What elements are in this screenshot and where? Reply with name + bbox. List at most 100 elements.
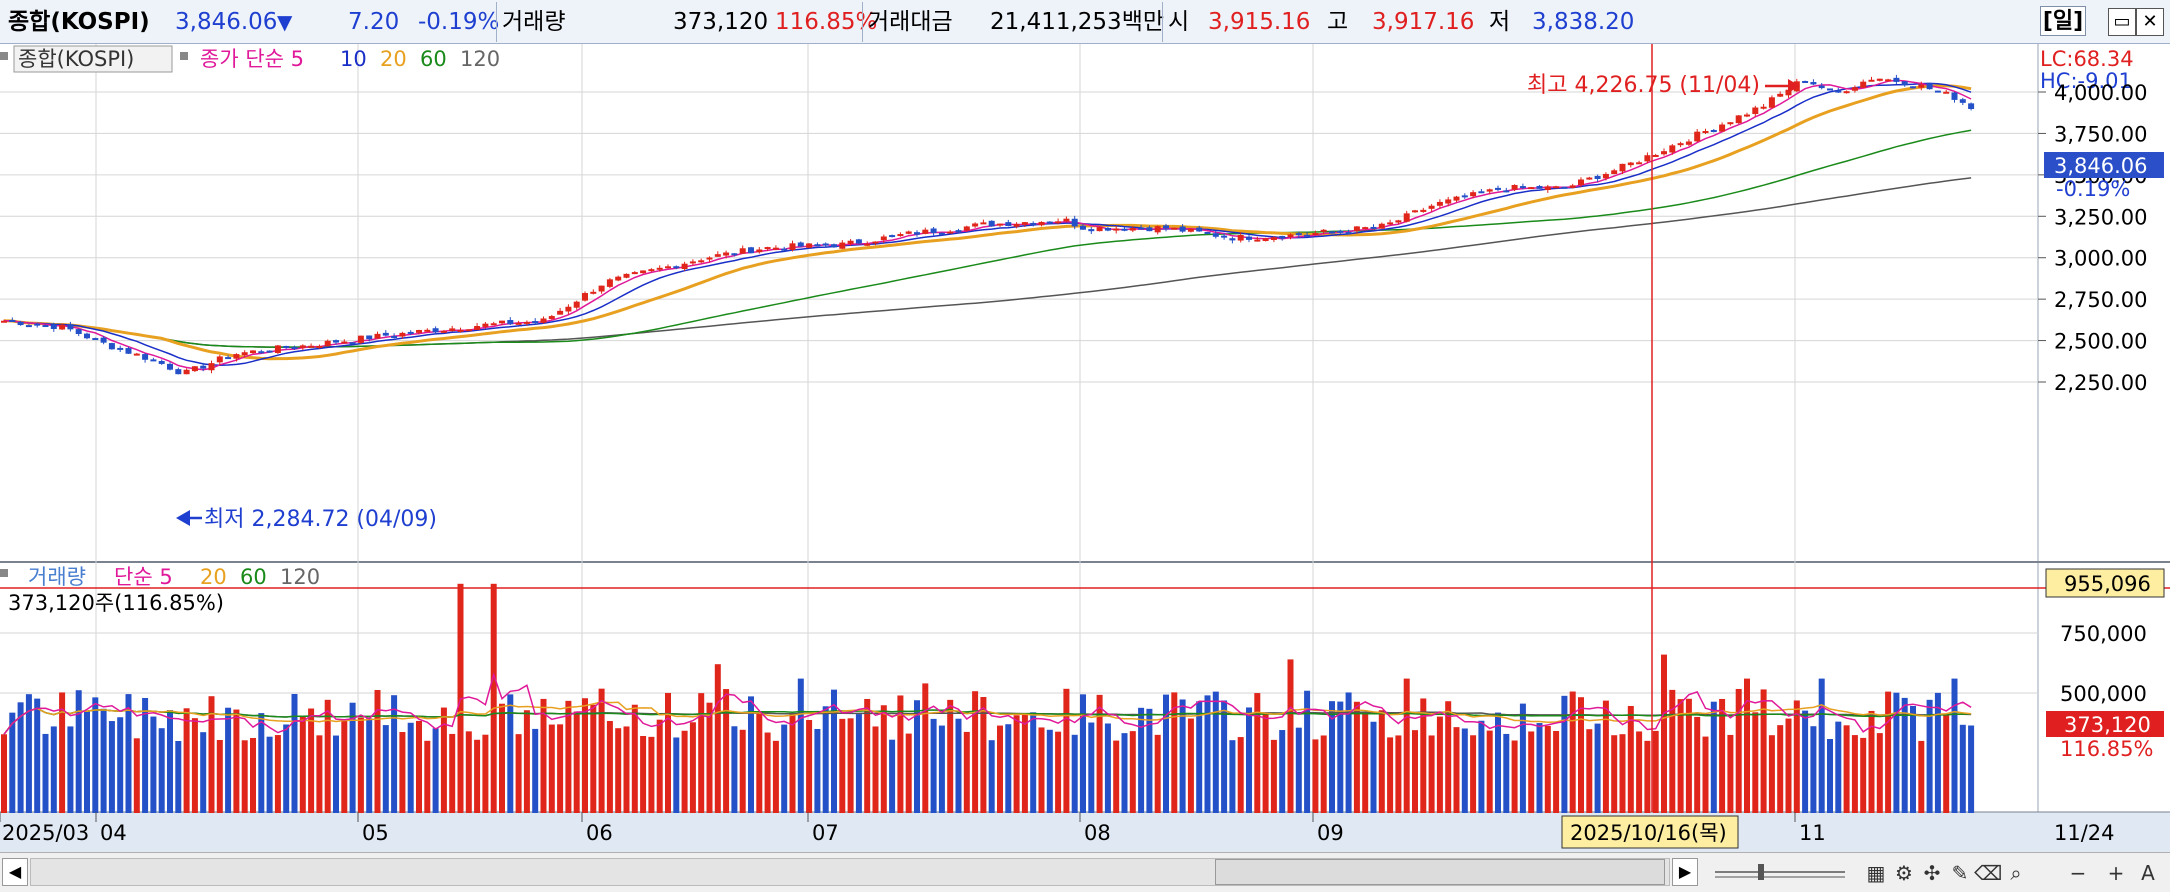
legend-ma120[interactable]: 120 <box>460 47 500 71</box>
candle-body[interactable] <box>1727 122 1734 125</box>
candle-body[interactable] <box>1503 190 1510 193</box>
volume-bar[interactable] <box>1412 730 1418 813</box>
volume-bar[interactable] <box>266 736 273 813</box>
candle-body[interactable] <box>324 340 331 346</box>
candle-body[interactable] <box>1270 237 1277 241</box>
volume-bar[interactable] <box>25 694 32 813</box>
volume-bar[interactable] <box>1818 678 1825 813</box>
candle-body[interactable] <box>1860 81 1867 88</box>
candle-body[interactable] <box>1685 141 1692 145</box>
candle-body[interactable] <box>731 253 738 256</box>
zoom-out-icon[interactable]: − <box>2069 861 2087 885</box>
candle-body[interactable] <box>1345 232 1352 235</box>
draw-icon[interactable]: ✎ <box>1951 861 1969 885</box>
volume-bar[interactable] <box>739 729 746 813</box>
candle-body[interactable] <box>1627 162 1634 166</box>
volume-bar[interactable] <box>1519 703 1526 813</box>
candle-body[interactable] <box>1586 177 1593 180</box>
candle-body[interactable] <box>407 331 414 334</box>
candle-body[interactable] <box>855 239 862 244</box>
candle-body[interactable] <box>1196 227 1203 232</box>
candle-body[interactable] <box>34 323 41 326</box>
candle-body[interactable] <box>167 363 173 370</box>
candle-body[interactable] <box>399 332 406 337</box>
candle-body[interactable] <box>1544 186 1551 191</box>
candle-body[interactable] <box>507 320 514 325</box>
candle-body[interactable] <box>1461 195 1468 198</box>
volume-bar[interactable] <box>34 698 41 813</box>
candle-body[interactable] <box>864 243 871 246</box>
volume-bar[interactable] <box>988 740 995 813</box>
volume-bar[interactable] <box>1561 695 1568 813</box>
volume-bar[interactable] <box>241 740 248 813</box>
candle-body[interactable] <box>25 325 32 328</box>
candle-body[interactable] <box>1146 227 1153 232</box>
volume-bar[interactable] <box>316 735 323 813</box>
volume-bar[interactable] <box>258 713 265 813</box>
volume-bar[interactable] <box>507 694 514 813</box>
candle-body[interactable] <box>357 335 364 343</box>
volume-bar[interactable] <box>59 692 66 813</box>
volume-bar[interactable] <box>482 734 489 813</box>
volume-bar[interactable] <box>1387 737 1394 813</box>
volume-bar[interactable] <box>299 716 306 813</box>
volume-bar[interactable] <box>606 721 613 813</box>
volume-bar[interactable] <box>598 688 605 813</box>
restore-icon[interactable]: ▭ <box>2108 8 2136 36</box>
crosshair-icon[interactable]: ✣ <box>1923 861 1941 885</box>
candle-body[interactable] <box>299 345 306 348</box>
volume-bar[interactable] <box>665 692 671 813</box>
volume-bar[interactable] <box>50 726 57 813</box>
volume-bar[interactable] <box>133 738 140 813</box>
volume-bar[interactable] <box>1212 691 1219 813</box>
volume-bar[interactable] <box>1428 735 1435 813</box>
candle-body[interactable] <box>474 326 481 330</box>
volume-bar[interactable] <box>1329 701 1335 813</box>
volume-bar[interactable] <box>681 730 688 813</box>
volume-bar[interactable] <box>291 693 298 813</box>
volume-bar[interactable] <box>1104 723 1111 813</box>
volume-bar[interactable] <box>1295 727 1302 813</box>
candle-body[interactable] <box>988 220 995 227</box>
candle-body[interactable] <box>914 232 920 235</box>
volume-bar[interactable] <box>698 693 705 813</box>
legend-ma20[interactable]: 20 <box>380 47 407 71</box>
candle-body[interactable] <box>499 320 505 324</box>
volume-bar[interactable] <box>565 700 572 813</box>
volume-bar[interactable] <box>158 728 165 813</box>
volume-bar[interactable] <box>1179 699 1186 813</box>
volume-bar[interactable] <box>1901 697 1908 813</box>
candle-body[interactable] <box>1934 90 1941 93</box>
volume-bar[interactable] <box>499 703 505 813</box>
volume-bar[interactable] <box>781 724 788 813</box>
candle-body[interactable] <box>1835 90 1842 93</box>
candle-body[interactable] <box>590 291 597 294</box>
candle-body[interactable] <box>673 266 680 269</box>
candle-body[interactable] <box>1104 227 1111 231</box>
volume-bar[interactable] <box>67 726 74 813</box>
candle-body[interactable] <box>216 356 223 363</box>
candle-body[interactable] <box>980 222 987 225</box>
candle-body[interactable] <box>258 351 265 354</box>
volume-bar[interactable] <box>631 704 638 813</box>
candle-body[interactable] <box>382 332 389 336</box>
candle-body[interactable] <box>374 333 381 339</box>
volume-bar[interactable] <box>366 718 373 813</box>
volume-bar[interactable] <box>1885 691 1892 813</box>
candle-body[interactable] <box>1254 239 1261 242</box>
volume-bar[interactable] <box>515 734 522 813</box>
volume-bar[interactable] <box>789 713 796 813</box>
volume-bar[interactable] <box>1403 678 1410 813</box>
candle-body[interactable] <box>1138 227 1145 230</box>
candle-body[interactable] <box>1868 79 1875 82</box>
candle-body[interactable] <box>1710 130 1717 133</box>
volume-bar[interactable] <box>1237 737 1244 813</box>
volume-bar[interactable] <box>1553 730 1560 813</box>
volume-bar[interactable] <box>92 697 99 813</box>
candle-body[interactable] <box>424 329 431 332</box>
volume-bar[interactable] <box>1802 710 1809 813</box>
candle-body[interactable] <box>947 231 954 234</box>
volume-bar[interactable] <box>1038 727 1045 813</box>
candle-body[interactable] <box>1071 218 1078 227</box>
volume-bar[interactable] <box>1146 708 1153 813</box>
